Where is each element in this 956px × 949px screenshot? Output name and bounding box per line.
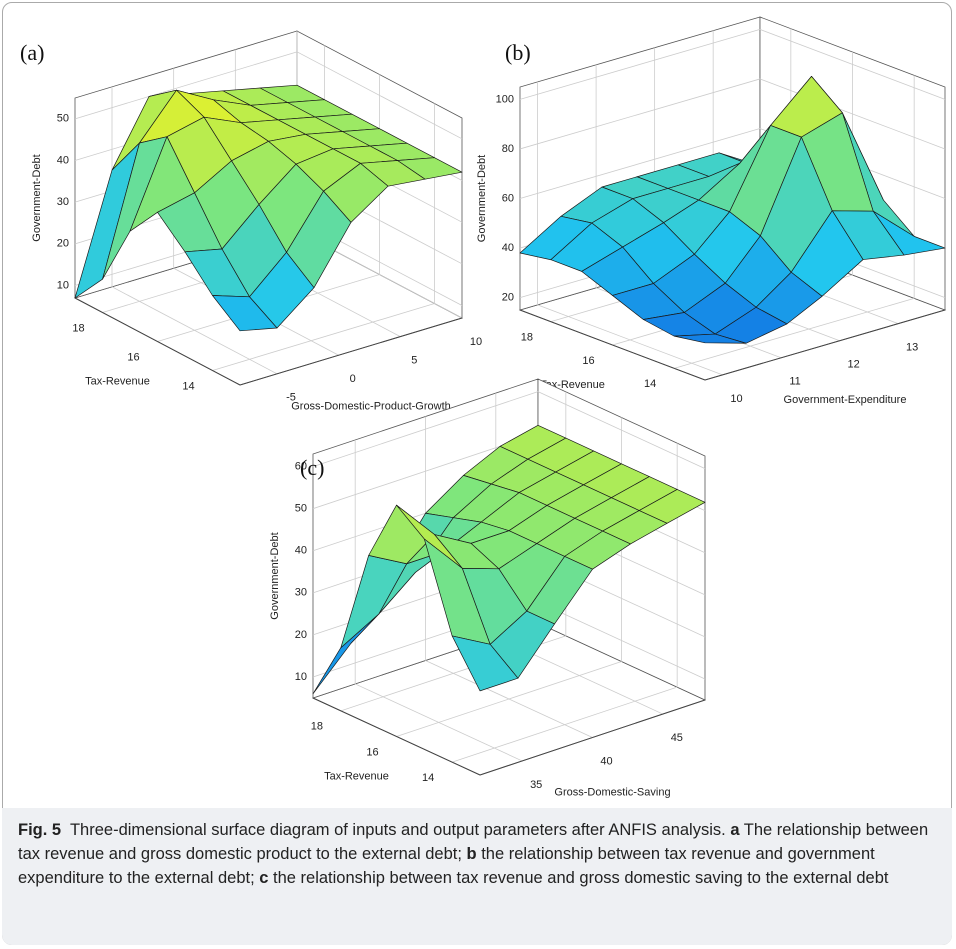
panel-label: (b) (505, 40, 531, 65)
z-tick-label: 40 (295, 545, 307, 557)
z-tick-label: 50 (295, 503, 307, 515)
grid-line (74, 51, 298, 120)
grid-line (296, 51, 463, 140)
caption-text: the relationship between tax revenue and… (268, 869, 889, 887)
y-tick-label: 18 (311, 721, 323, 733)
caption-key: b (466, 845, 477, 863)
caption-text: Three-dimensional surface diagram of inp… (69, 821, 731, 839)
z-tick-label: 40 (57, 154, 69, 166)
y-tick-label: 16 (127, 351, 139, 363)
axis-line (479, 699, 706, 776)
grid-line (396, 661, 622, 737)
grid-line (537, 601, 706, 680)
grid-line (212, 303, 435, 371)
z-tick-label: 20 (502, 292, 514, 304)
x-tick-label: 0 (350, 373, 356, 385)
z-tick-label: 100 (496, 93, 514, 105)
figure: -5 0 5 10 14 16 18 10 20 30 40 50 Gross-Domestic-Pro… (20, 16, 947, 798)
x-tick-label: 12 (848, 359, 860, 371)
axis-line (312, 697, 481, 776)
caption-key: a (730, 821, 740, 839)
grid-line (519, 29, 761, 100)
x-tick-label: 13 (906, 342, 918, 354)
x-tick-label: 35 (530, 779, 542, 791)
z-axis-label: Government-Debt (269, 532, 281, 619)
panel-label: (c) (300, 455, 324, 480)
caption: Fig. 5 Three-dimensional surface diagram… (2, 808, 952, 945)
x-tick-label: 45 (671, 732, 683, 744)
z-tick-label: 80 (502, 143, 514, 155)
axis-line (74, 297, 241, 386)
y-tick-label: 18 (72, 322, 84, 334)
y-axis-label: Tax-Revenue (85, 375, 150, 387)
grid-line (519, 128, 761, 199)
y-tick-label: 14 (644, 378, 656, 390)
x-tick-label: 10 (730, 393, 742, 405)
x-tick-label: -5 (286, 392, 296, 404)
grid-line (759, 29, 946, 100)
panel-label: (a) (20, 40, 44, 65)
z-axis-label: Government-Debt (476, 155, 488, 242)
caption-text: the relationship between tax revenue and… (18, 845, 875, 887)
z-tick-label: 50 (57, 113, 69, 125)
x-axis-label: Gross-Domestic-Saving (554, 786, 670, 798)
z-tick-label: 10 (57, 279, 69, 291)
x-axis-label: Government-Expenditure (784, 394, 907, 406)
axis-line (704, 309, 946, 381)
grid-line (674, 297, 915, 369)
z-tick-label: 60 (502, 192, 514, 204)
z-axis-label: Government-Debt (31, 154, 43, 241)
x-tick-label: 10 (470, 336, 482, 348)
surface-patch (451, 635, 519, 692)
z-tick-label: 30 (295, 587, 307, 599)
caption-text: The relationship between tax revenue and… (18, 821, 929, 863)
z-tick-label: 30 (57, 196, 69, 208)
y-axis-label: Tax-Revenue (324, 770, 389, 782)
grid-line (537, 391, 706, 469)
z-tick-label: 40 (502, 242, 514, 254)
x-tick-label: 11 (789, 376, 800, 388)
caption-key: c (259, 869, 269, 887)
surface-patch (212, 295, 278, 332)
grid-line (452, 686, 678, 763)
caption-label: Fig. 5 (18, 821, 62, 839)
x-tick-label: 5 (411, 355, 417, 367)
grid-line (312, 391, 539, 468)
x-axis-label: Gross-Domestic-Product-Growth (291, 400, 451, 412)
z-tick-label: 10 (295, 671, 307, 683)
y-tick-label: 18 (521, 332, 533, 344)
z-tick-label: 60 (295, 461, 307, 473)
z-tick-label: 20 (57, 238, 69, 250)
y-tick-label: 14 (182, 380, 194, 392)
grid-line (519, 78, 761, 150)
x-tick-label: 40 (600, 755, 612, 767)
z-tick-label: 20 (295, 629, 307, 641)
grid-line (759, 78, 946, 150)
axis-line (519, 309, 706, 381)
axis-line (239, 317, 463, 386)
y-tick-label: 16 (366, 746, 378, 758)
y-tick-label: 16 (582, 355, 594, 367)
y-tick-label: 14 (422, 772, 434, 784)
surface-patch (673, 333, 747, 344)
